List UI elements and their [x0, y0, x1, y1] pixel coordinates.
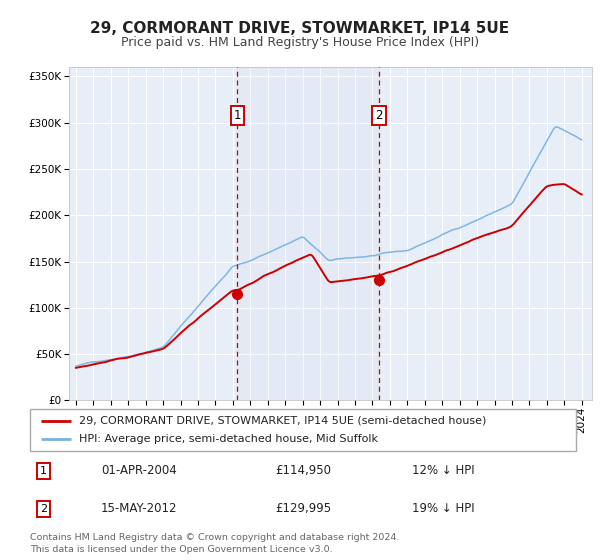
Text: 29, CORMORANT DRIVE, STOWMARKET, IP14 5UE (semi-detached house): 29, CORMORANT DRIVE, STOWMARKET, IP14 5U… — [79, 416, 487, 426]
Text: 01-APR-2004: 01-APR-2004 — [101, 464, 177, 478]
Text: 1: 1 — [40, 466, 47, 476]
Text: 2: 2 — [375, 109, 383, 122]
Text: 19% ↓ HPI: 19% ↓ HPI — [412, 502, 475, 515]
Text: Price paid vs. HM Land Registry's House Price Index (HPI): Price paid vs. HM Land Registry's House … — [121, 36, 479, 49]
Text: £114,950: £114,950 — [276, 464, 332, 478]
Text: 29, CORMORANT DRIVE, STOWMARKET, IP14 5UE: 29, CORMORANT DRIVE, STOWMARKET, IP14 5U… — [91, 21, 509, 36]
Text: 1: 1 — [233, 109, 241, 122]
Bar — [237, 67, 379, 400]
Text: HPI: Average price, semi-detached house, Mid Suffolk: HPI: Average price, semi-detached house,… — [79, 434, 378, 444]
Text: 12% ↓ HPI: 12% ↓ HPI — [412, 464, 475, 478]
Text: Contains HM Land Registry data © Crown copyright and database right 2024.
This d: Contains HM Land Registry data © Crown c… — [30, 533, 400, 554]
Text: 2: 2 — [40, 504, 47, 514]
FancyBboxPatch shape — [30, 409, 576, 451]
Text: £129,995: £129,995 — [276, 502, 332, 515]
Text: 15-MAY-2012: 15-MAY-2012 — [101, 502, 178, 515]
